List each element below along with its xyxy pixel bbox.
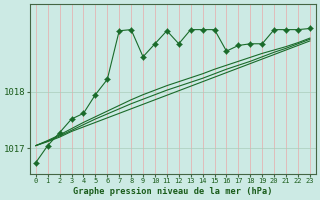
X-axis label: Graphe pression niveau de la mer (hPa): Graphe pression niveau de la mer (hPa) — [73, 187, 273, 196]
